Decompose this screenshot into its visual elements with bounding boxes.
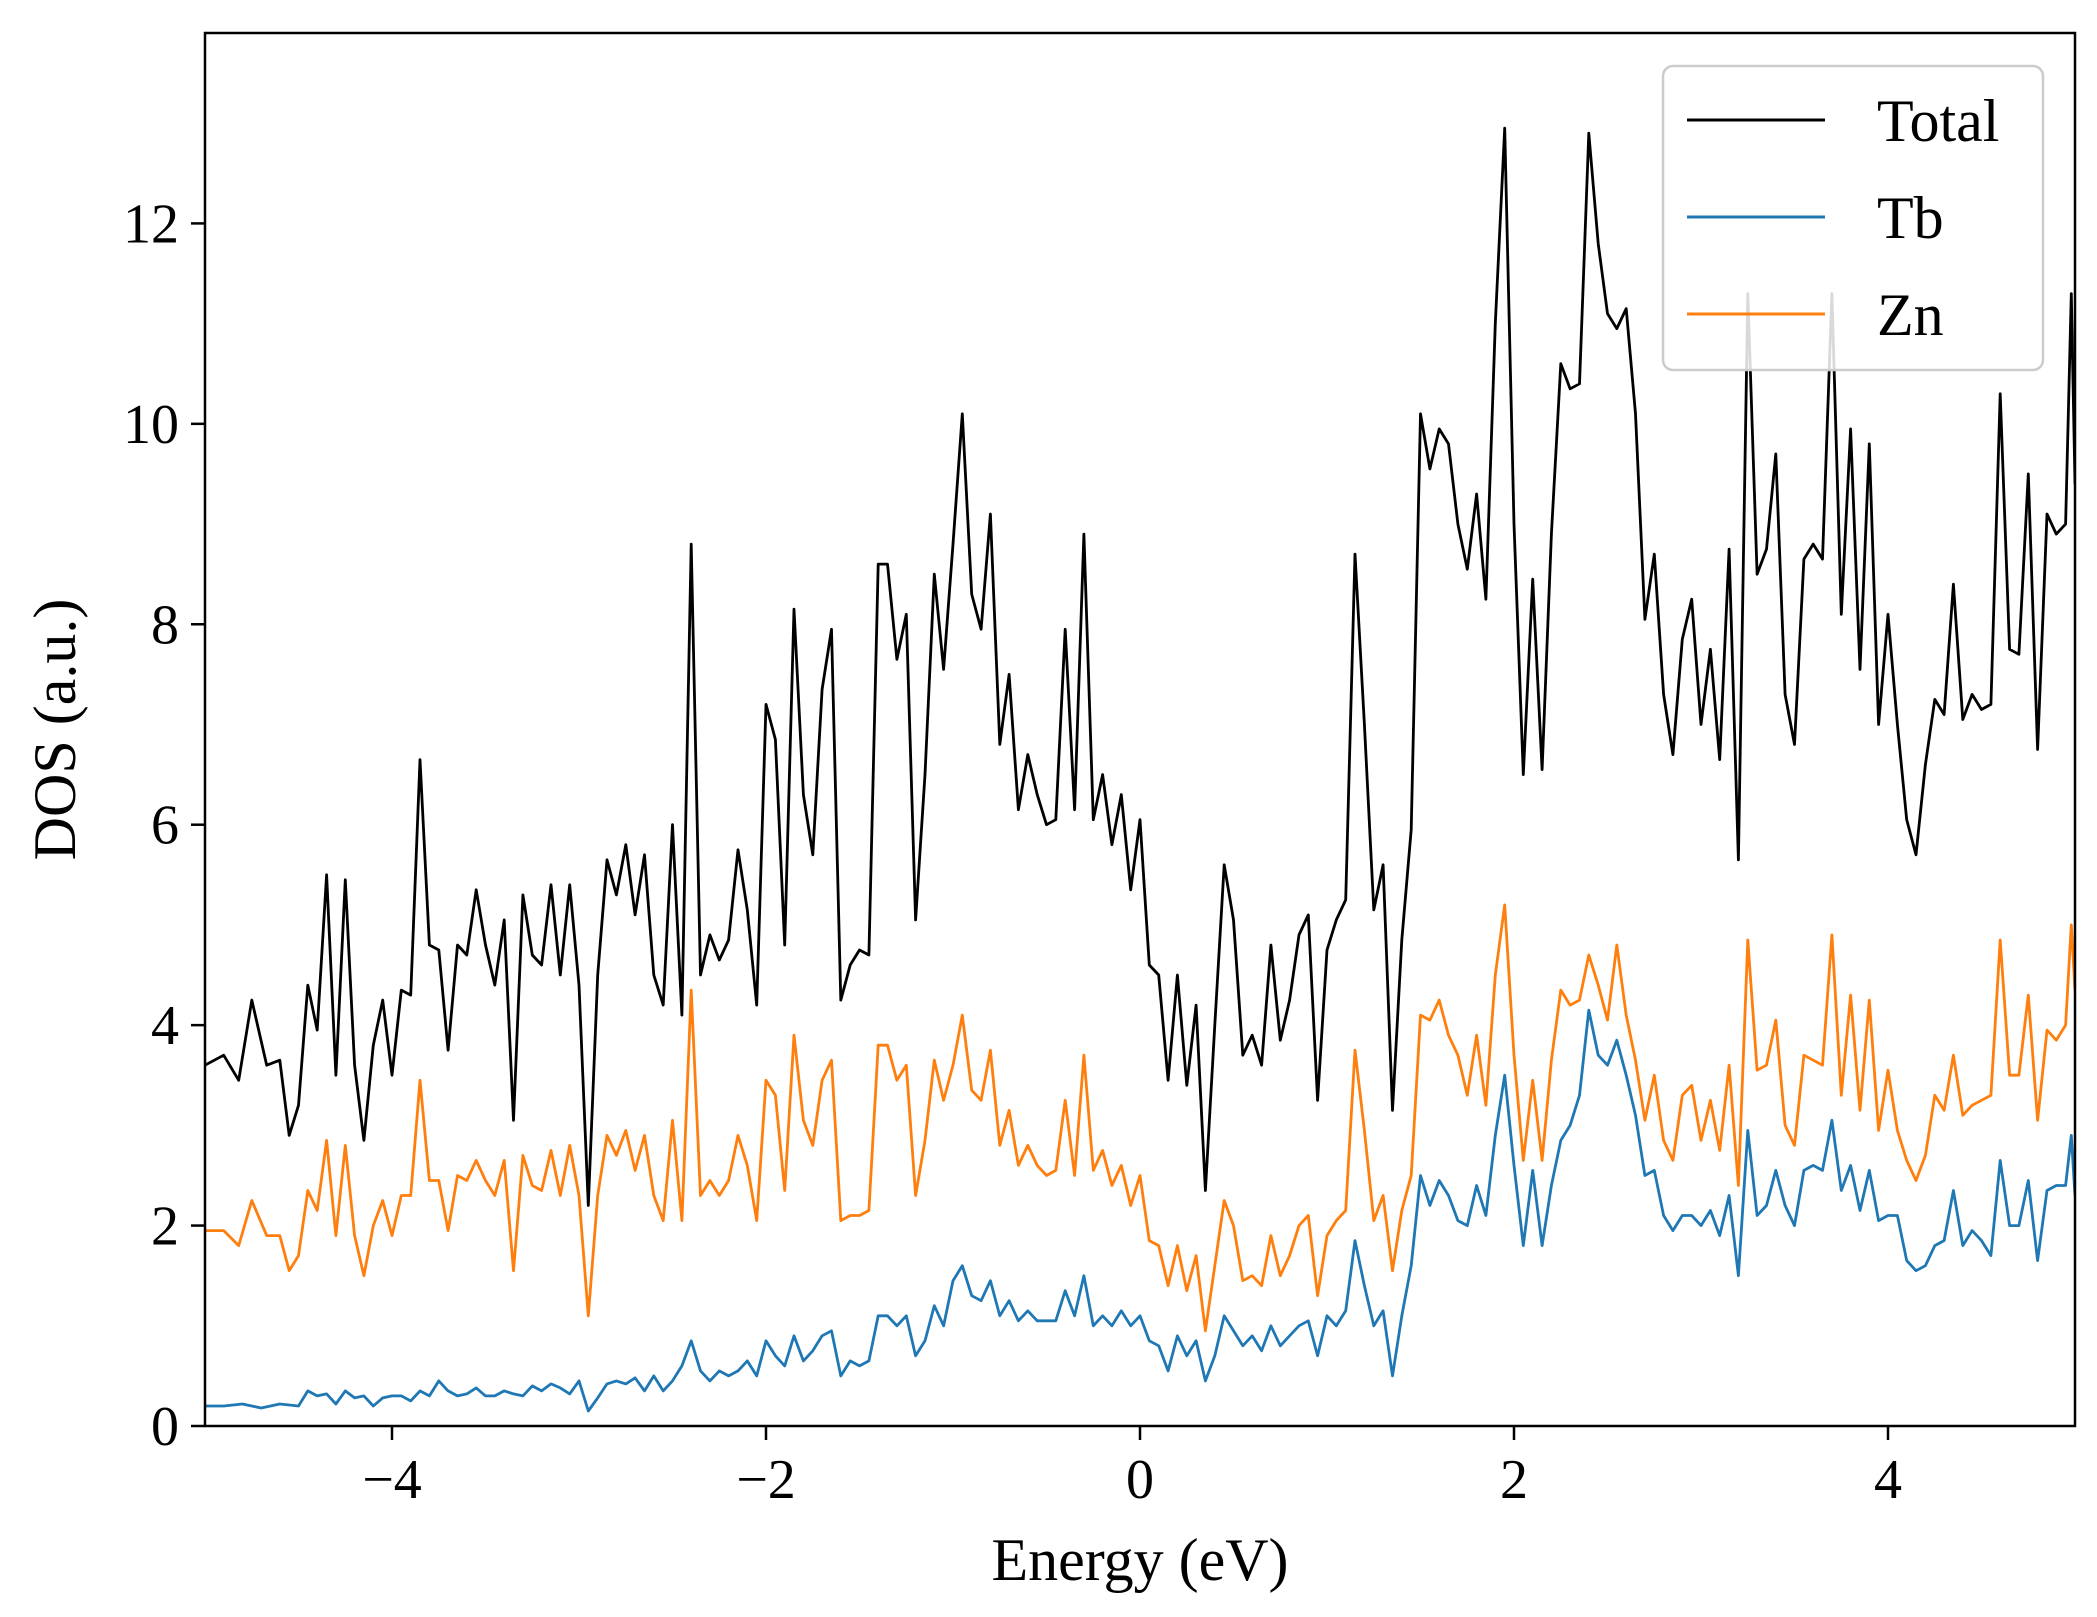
legend-label-total: Total xyxy=(1877,88,1999,154)
y-axis-title: DOS (a.u.) xyxy=(22,599,88,861)
y-tick-label: 12 xyxy=(123,193,179,255)
x-tick-label: 4 xyxy=(1874,1449,1902,1511)
y-tick-label: 0 xyxy=(151,1396,179,1458)
y-tick-label: 8 xyxy=(151,594,179,656)
y-tick-label: 6 xyxy=(151,795,179,857)
plot-lines xyxy=(205,126,2075,1413)
series-line-total xyxy=(205,126,2075,1207)
legend-label-zn: Zn xyxy=(1877,282,1944,348)
y-tick-label: 10 xyxy=(123,394,179,456)
y-axis-ticks: 0 2 4 6 8 10 12 xyxy=(123,193,205,1458)
legend-label-tb: Tb xyxy=(1877,185,1944,251)
x-axis-title: Energy (eV) xyxy=(991,1527,1288,1593)
x-tick-label: 0 xyxy=(1126,1449,1154,1511)
y-tick-label: 4 xyxy=(151,995,179,1057)
series-line-tb xyxy=(205,1008,2075,1413)
x-tick-label: 2 xyxy=(1500,1449,1528,1511)
series-line-zn xyxy=(205,903,2075,1333)
x-axis-ticks: −4 −2 0 2 4 xyxy=(362,1426,1902,1511)
legend-box xyxy=(1661,64,2045,372)
x-tick-label: −4 xyxy=(362,1449,422,1511)
x-tick-label: −2 xyxy=(736,1449,796,1511)
legend: Total Tb Zn xyxy=(1661,64,2045,372)
y-tick-label: 2 xyxy=(151,1196,179,1258)
